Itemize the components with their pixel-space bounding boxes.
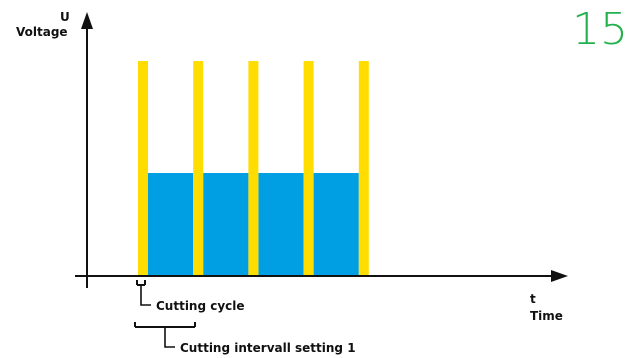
cutting-interval-label: Cutting intervall setting 1 [180,341,356,355]
voltage-pulse [248,61,259,275]
y-axis-label: Voltage [16,25,68,39]
y-axis-symbol: U [60,10,70,24]
fill-region [203,173,249,275]
x-axis-label: Time [530,309,563,323]
cutting-cycle-bracket [136,280,146,286]
voltage-pulse [138,61,148,275]
fill-region [148,173,194,275]
x-axis-symbol: t [530,292,536,306]
voltage-pulse [358,61,369,275]
voltage-pulses [138,61,369,275]
cutting-cycle-label: Cutting cycle [156,299,245,313]
cutting-interval-bracket [134,322,196,328]
y-axis-arrow-icon [81,12,93,29]
figure-number: 15 [572,4,628,55]
cutting-interval-leader [164,327,175,348]
cutting-cycle-leader [140,285,151,306]
fill-regions [148,173,359,275]
fill-region [258,173,304,275]
fill-region [313,173,359,275]
x-axis-arrow-icon [551,270,568,282]
voltage-pulse [303,61,314,275]
voltage-pulse [193,61,204,275]
